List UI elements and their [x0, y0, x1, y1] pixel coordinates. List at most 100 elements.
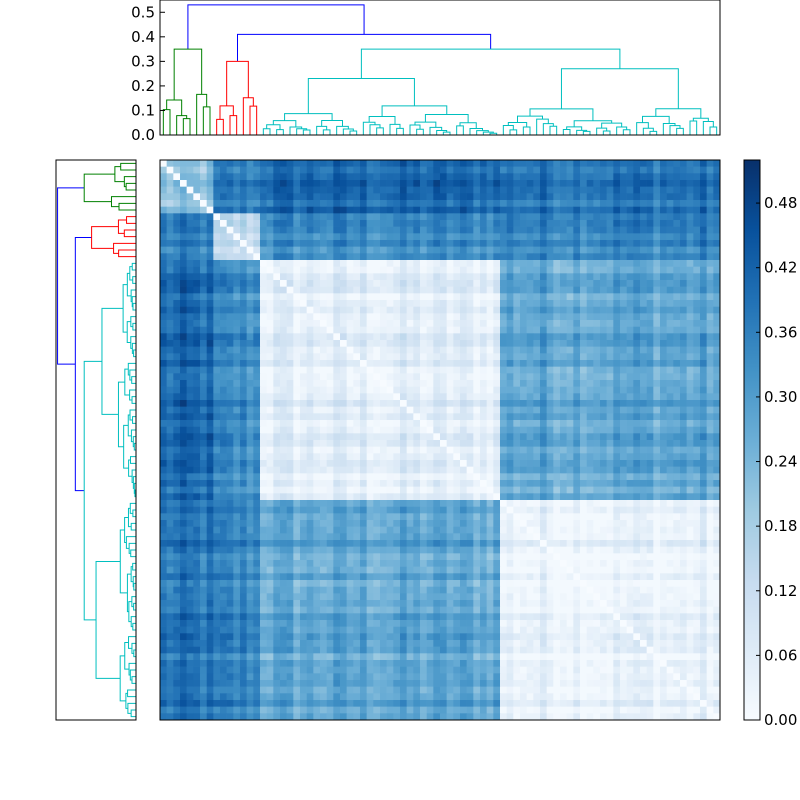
heatmap-cell	[533, 160, 541, 167]
heatmap-cell	[613, 386, 621, 394]
heatmap-cell	[526, 466, 534, 474]
heatmap-cell	[246, 273, 254, 281]
heatmap-cell	[440, 466, 447, 474]
left-dendrogram-link	[133, 442, 136, 451]
heatmap-cell	[173, 160, 181, 167]
heatmap-cell	[240, 286, 247, 294]
heatmap-cell	[180, 533, 187, 541]
heatmap-cell	[493, 440, 501, 447]
heatmap-cell	[200, 246, 207, 254]
heatmap-cell	[306, 320, 314, 327]
heatmap-cell	[640, 300, 647, 307]
heatmap-cell	[266, 313, 274, 321]
heatmap-cell	[280, 233, 287, 241]
heatmap-cell	[220, 313, 227, 321]
heatmap-cell	[633, 520, 641, 527]
heatmap-cell	[440, 493, 447, 501]
heatmap-cell	[560, 320, 567, 327]
heatmap-cell	[320, 346, 327, 354]
heatmap-cell	[540, 513, 547, 521]
heatmap-cell	[366, 480, 374, 487]
heatmap-cell	[360, 346, 367, 354]
heatmap-cell	[586, 266, 594, 274]
heatmap-cell	[633, 320, 641, 327]
heatmap-cell	[280, 533, 287, 541]
heatmap-cell	[600, 166, 607, 174]
heatmap-cell	[233, 333, 241, 341]
heatmap-cell	[600, 286, 607, 294]
heatmap-cell	[240, 533, 247, 541]
heatmap-cell	[293, 206, 301, 214]
heatmap-cell	[640, 460, 647, 467]
heatmap-cell	[586, 446, 594, 454]
heatmap-cell	[373, 286, 381, 294]
heatmap-cell	[586, 400, 594, 407]
heatmap-cell	[366, 453, 374, 461]
heatmap-cell	[613, 313, 621, 321]
heatmap-cell	[486, 453, 494, 461]
heatmap-cell	[313, 280, 321, 287]
heatmap-cell	[506, 206, 514, 214]
heatmap-cell	[626, 486, 634, 494]
heatmap-cell	[346, 306, 354, 314]
heatmap-cell	[460, 226, 467, 234]
heatmap-cell	[266, 400, 274, 407]
heatmap-cell	[260, 226, 267, 234]
heatmap-cell	[480, 500, 487, 507]
heatmap-cell	[460, 206, 467, 214]
heatmap-cell	[666, 386, 674, 394]
heatmap-cell	[660, 533, 667, 541]
heatmap-cell	[453, 486, 461, 494]
heatmap-cell	[460, 460, 467, 467]
left-dendrogram-link	[126, 321, 131, 343]
heatmap-cell	[386, 520, 394, 527]
heatmap-cell	[700, 280, 707, 287]
heatmap-cell	[660, 213, 667, 221]
heatmap-cell	[406, 460, 414, 467]
heatmap-cell	[160, 366, 167, 374]
heatmap-cell	[460, 186, 467, 194]
heatmap-cell	[193, 393, 201, 401]
heatmap-cell	[320, 486, 327, 494]
heatmap-cell	[486, 520, 494, 527]
heatmap-cell	[166, 266, 174, 274]
heatmap-cell	[546, 333, 554, 341]
heatmap-cell	[486, 253, 494, 261]
heatmap-cell	[460, 240, 467, 247]
heatmap-cell	[173, 186, 181, 194]
heatmap-cell	[446, 493, 454, 501]
heatmap-cell	[713, 240, 721, 247]
heatmap-cell	[313, 360, 321, 367]
heatmap-cell	[320, 200, 327, 207]
heatmap-cell	[406, 453, 414, 461]
heatmap-cell	[520, 400, 527, 407]
heatmap-cell	[566, 193, 574, 201]
heatmap-cell	[620, 180, 627, 187]
heatmap-cell	[506, 413, 514, 421]
heatmap-cell	[206, 420, 214, 427]
heatmap-cell	[413, 400, 421, 407]
heatmap-cell	[293, 466, 301, 474]
heatmap-cell	[346, 186, 354, 194]
heatmap-cell	[240, 413, 247, 421]
heatmap-cell	[353, 493, 361, 501]
heatmap-cell	[326, 186, 334, 194]
heatmap-cell	[613, 333, 621, 341]
heatmap-cell	[673, 160, 681, 167]
heatmap-cell	[333, 300, 341, 307]
heatmap-cell	[293, 393, 301, 401]
heatmap-cell	[186, 320, 194, 327]
heatmap-cell	[220, 253, 227, 261]
heatmap-cell	[293, 426, 301, 434]
heatmap-cell	[453, 220, 461, 227]
heatmap-cell	[640, 533, 647, 541]
heatmap-cell	[326, 333, 334, 341]
heatmap-cell	[646, 520, 654, 527]
heatmap-cell	[546, 533, 554, 541]
heatmap-cell	[413, 326, 421, 334]
left-dendrogram-link	[131, 676, 136, 684]
heatmap-cell	[333, 166, 341, 174]
heatmap-cell	[553, 226, 561, 234]
heatmap-cell	[253, 486, 261, 494]
heatmap-cell	[206, 540, 214, 547]
